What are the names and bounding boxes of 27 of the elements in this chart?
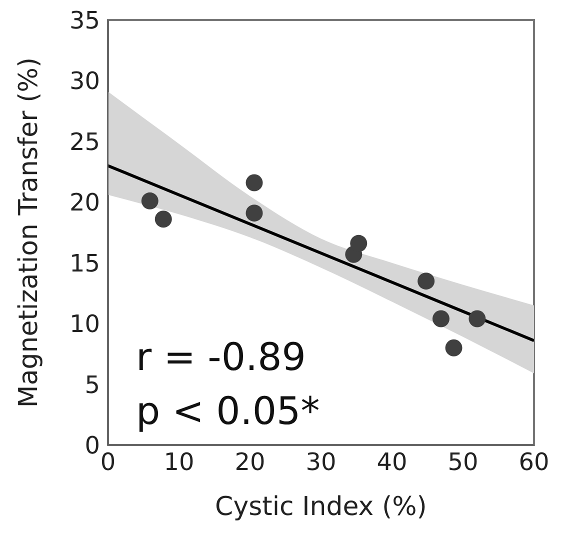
x-tick-label: 60 [518,448,550,476]
x-axis-title: Cystic Index (%) [215,492,427,522]
point [445,339,462,356]
y-axis-title: Magnetization Transfer (%) [14,57,44,408]
x-tick-label: 20 [234,448,266,476]
point [418,272,435,290]
y-tick-label: 35 [69,6,100,35]
y-tick-label: 30 [69,67,100,96]
point [154,210,172,228]
point [350,234,368,252]
point [141,192,158,210]
x-tick-label: 10 [164,448,194,476]
annotation: r = -0.89 [136,334,307,381]
point [246,174,263,192]
x-tick-label: 40 [376,448,408,476]
y-tick-label: 15 [69,249,100,278]
y-tick-label: 5 [84,370,100,399]
y-tick-label: 20 [69,188,100,217]
point [246,204,263,222]
y-tick-label: 10 [69,310,100,338]
x-tick-label: 50 [448,448,478,476]
point [432,310,450,328]
point [468,310,486,328]
y-tick-label: 25 [69,128,100,156]
line-series [108,164,534,342]
annotation: p < 0.05* [136,388,320,435]
x-tick-label: 30 [306,448,336,476]
